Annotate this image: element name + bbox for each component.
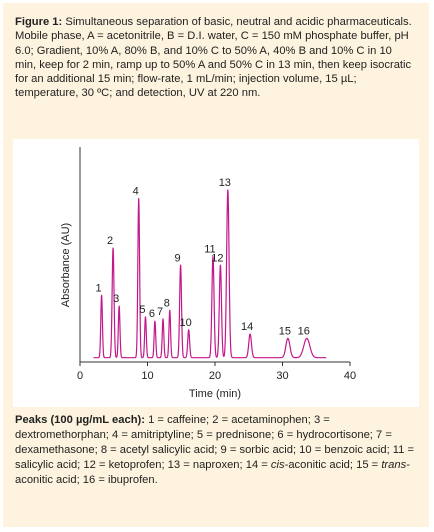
x-tick-label: 40 [344, 370, 356, 382]
figure-label: Figure 1: [15, 16, 63, 28]
peak-label: 5 [139, 304, 145, 316]
peak-label: 16 [298, 325, 310, 337]
legend-text-part: -aconitic acid; 15 = [284, 459, 382, 471]
legend-body: 1 = caffeine; 2 = acetaminophen; 3 = dex… [15, 414, 414, 486]
legend-text-part: 1 = caffeine; 2 = acetaminophen; 3 = dex… [15, 414, 415, 471]
x-tick-label: 10 [141, 370, 153, 382]
peak-label: 10 [180, 317, 192, 329]
peak-label: 4 [133, 186, 139, 198]
peak-label: 3 [113, 293, 119, 305]
y-axis-label: Absorbance (AU) [60, 223, 72, 307]
peak-label: 7 [157, 306, 163, 318]
figure-caption: Figure 1: Simultaneous separation of bas… [15, 15, 415, 101]
peak-label: 11 [204, 244, 215, 256]
peak-label: 12 [211, 252, 223, 264]
chromatogram-trace [93, 189, 327, 359]
legend-text-part: cis [270, 459, 285, 471]
peak-label: 13 [219, 177, 231, 189]
x-tick-label: 0 [77, 370, 83, 382]
chromatogram-svg: Absorbance (AU) Time (min) 0 10 20 30 40 123… [60, 147, 356, 400]
figure-panel: Figure 1: Simultaneous separation of bas… [3, 3, 429, 527]
peak-legend: Peaks (100 µg/mL each): 1 = caffeine; 2 … [15, 413, 419, 488]
caption-text: Simultaneous separation of basic, neutra… [15, 16, 412, 100]
legend-heading: Peaks (100 µg/mL each): [15, 414, 145, 426]
x-tick-label: 30 [276, 370, 288, 382]
peak-label: 9 [175, 252, 181, 264]
peak-label: 1 [96, 282, 102, 294]
peak-label: 8 [164, 297, 170, 309]
x-tick-group: 0 10 20 30 40 [77, 362, 356, 382]
x-axis-label: Time (min) [189, 388, 241, 400]
legend-text-part: -aconitic acid; 16 = ibuprofen. [15, 459, 410, 486]
peak-label: 6 [149, 308, 155, 320]
peak-label: 2 [107, 235, 113, 247]
peak-label: 15 [279, 325, 291, 337]
peak-label: 14 [241, 321, 253, 333]
legend-text-part: trans [381, 459, 407, 471]
x-tick-label: 20 [209, 370, 221, 382]
